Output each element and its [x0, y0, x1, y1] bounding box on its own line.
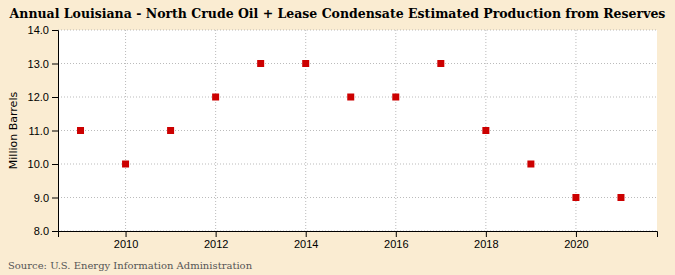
tick-mark — [52, 164, 58, 165]
tick: 11.0 — [28, 125, 58, 137]
tick: 2010 — [114, 231, 138, 250]
tick-mark — [126, 231, 127, 237]
tick: 2012 — [204, 231, 228, 250]
tick: 12.0 — [28, 91, 58, 103]
grid-line — [58, 63, 657, 64]
tick: 10.0 — [28, 158, 58, 170]
y-axis: 8.0 9.0 10.0 11.0 12.0 13.0 14.0 — [28, 24, 59, 237]
tick-mark — [52, 198, 58, 199]
tick-mark — [576, 231, 577, 237]
tick-mark — [396, 231, 397, 237]
tick-mark — [52, 131, 58, 132]
tick: 14.0 — [28, 24, 58, 36]
tick-label: 11.0 — [28, 125, 49, 137]
plot-background — [58, 30, 657, 231]
point — [212, 94, 219, 101]
title: Annual Louisiana - North Crude Oil + Lea… — [9, 6, 666, 21]
grid-line — [395, 30, 396, 231]
point — [482, 127, 489, 134]
tick: 2020 — [564, 231, 588, 250]
point — [257, 60, 264, 67]
axis-line — [52, 31, 59, 232]
tick-label: 8.0 — [34, 225, 49, 237]
point — [77, 127, 84, 134]
point — [122, 161, 129, 168]
tick-label: 13.0 — [28, 58, 49, 70]
chart: 2010 2012 2014 2016 2018 2020 8.0 9.0 10.0 11.0 12… — [0, 0, 675, 275]
point — [617, 194, 624, 201]
tick-mark — [52, 97, 58, 98]
grid-line — [215, 30, 216, 231]
annotation: Source: U.S. Energy Information Administ… — [8, 260, 253, 271]
tick: 8.0 — [34, 225, 58, 237]
tick-label: 10.0 — [28, 158, 49, 170]
point — [392, 94, 399, 101]
grid-line — [58, 164, 657, 165]
tick: 9.0 — [34, 192, 58, 204]
point — [437, 60, 444, 67]
point — [527, 161, 534, 168]
tick-mark — [216, 231, 217, 237]
grid-line — [125, 30, 126, 231]
tick-label: 2018 — [474, 238, 498, 250]
tick-label: 9.0 — [34, 192, 49, 204]
grid-line — [58, 130, 657, 131]
tick-label: 2012 — [204, 238, 228, 250]
tick: 2018 — [474, 231, 498, 250]
grid-line — [58, 97, 657, 98]
tick-mark — [486, 231, 487, 237]
points — [77, 60, 624, 201]
x-axis: 2010 2012 2014 2016 2018 2020 — [59, 231, 658, 250]
point — [347, 94, 354, 101]
tick: 2016 — [384, 231, 408, 250]
tick-mark — [52, 30, 58, 31]
point — [167, 127, 174, 134]
point — [572, 194, 579, 201]
tick: 2014 — [294, 231, 318, 250]
tick-label: 14.0 — [28, 24, 49, 36]
tick-label: 2020 — [564, 238, 588, 250]
point — [302, 60, 309, 67]
tick-mark — [52, 64, 58, 65]
tick-label: 2010 — [114, 238, 138, 250]
tick-label: 2016 — [384, 238, 408, 250]
tick: 13.0 — [28, 58, 58, 70]
y-axis-title: Million Barrels — [7, 92, 20, 170]
grid-line — [58, 30, 657, 31]
tick-label: 12.0 — [28, 91, 49, 103]
grid — [58, 30, 657, 231]
tick-label: 2014 — [294, 238, 318, 250]
axis-line — [59, 232, 658, 238]
background — [0, 0, 675, 275]
tick-mark — [52, 231, 58, 232]
grid-line — [58, 197, 657, 198]
plot: 2010 2012 2014 2016 2018 2020 8.0 9.0 10.0 11.0 12… — [28, 24, 658, 250]
tick-mark — [306, 231, 307, 237]
